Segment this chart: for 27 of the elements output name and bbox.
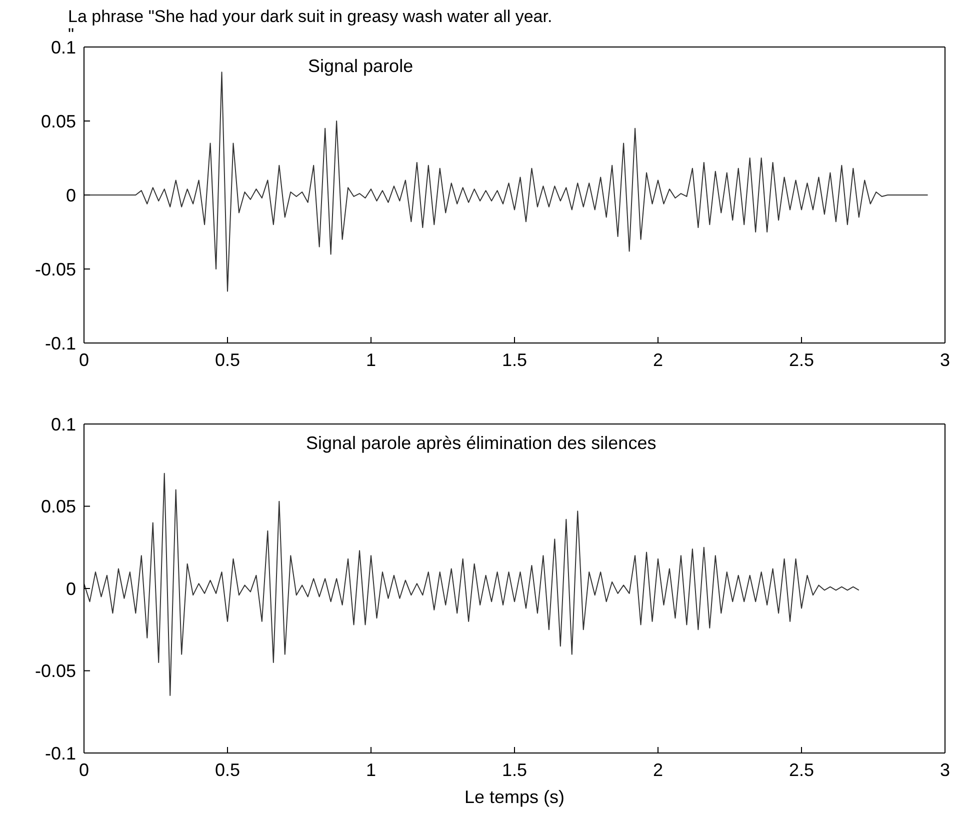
x-tick-label: 3 (940, 760, 950, 780)
y-tick-label: 0 (66, 578, 76, 599)
y-tick-label: -0.1 (44, 743, 76, 764)
x-tick-label: 0 (78, 760, 90, 780)
line-series (84, 472, 860, 696)
y-tick-label: 0.1 (50, 414, 76, 434)
x-tick-label: 1 (366, 350, 376, 370)
x-tick-label: 2.5 (788, 350, 814, 370)
y-tick-label: 0.05 (40, 111, 76, 132)
x-tick-label: 2.5 (788, 760, 814, 780)
y-tick-label: 0 (66, 185, 76, 206)
x-tick-label: 1 (366, 760, 376, 780)
x-tick-label: 0 (78, 350, 90, 370)
x-tick-label: 0.5 (214, 760, 240, 780)
x-tick-label: 3 (940, 350, 950, 370)
x-tick-label: 0.5 (214, 350, 240, 370)
y-tick-label: -0.05 (34, 259, 76, 280)
x-axis-title: Le temps (s) (464, 787, 565, 807)
x-tick-label: 2 (652, 760, 664, 780)
y-tick-label: -0.05 (34, 661, 76, 682)
x-tick-label: 1.5 (502, 760, 528, 780)
annotation: Signal parole (308, 56, 414, 77)
x-tick-label: 1.5 (502, 350, 528, 370)
y-tick-label: 0.05 (40, 496, 76, 517)
x-tick-label: 2 (652, 350, 664, 370)
annotation: Signal parole après élimination des silences (306, 433, 656, 454)
y-tick-label: -0.1 (44, 333, 76, 354)
